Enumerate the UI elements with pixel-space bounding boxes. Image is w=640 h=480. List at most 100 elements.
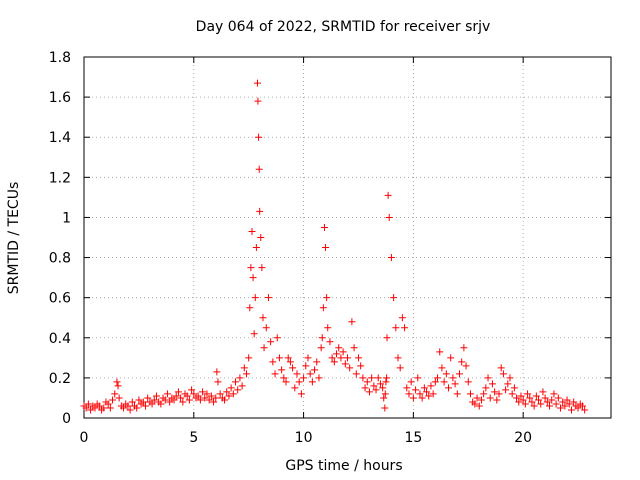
data-point bbox=[480, 390, 488, 398]
data-point bbox=[157, 400, 165, 408]
x-tick-label: 15 bbox=[404, 430, 422, 446]
data-point bbox=[381, 404, 389, 412]
data-point bbox=[475, 402, 483, 410]
data-point bbox=[466, 390, 474, 398]
data-point bbox=[550, 390, 558, 398]
data-point bbox=[344, 354, 351, 362]
data-point bbox=[240, 364, 248, 372]
data-point bbox=[315, 374, 323, 382]
data-point bbox=[246, 304, 254, 312]
data-point bbox=[205, 396, 213, 404]
y-tick-label: 1 bbox=[62, 210, 71, 226]
y-tick-label: 0 bbox=[62, 411, 71, 427]
data-point bbox=[365, 388, 373, 396]
data-point bbox=[554, 394, 562, 402]
x-tick-label: 20 bbox=[514, 430, 532, 446]
data-point bbox=[210, 398, 218, 406]
data-point bbox=[328, 354, 336, 362]
data-point bbox=[221, 396, 229, 404]
data-point bbox=[300, 374, 308, 382]
data-point bbox=[229, 390, 237, 398]
data-point bbox=[179, 398, 187, 406]
data-point bbox=[84, 400, 92, 408]
data-point bbox=[526, 394, 534, 402]
data-point bbox=[106, 404, 114, 412]
data-point bbox=[318, 334, 326, 342]
data-point bbox=[357, 362, 365, 370]
data-point bbox=[565, 400, 573, 408]
data-point bbox=[543, 398, 551, 406]
chart-title: Day 064 of 2022, SRMTID for receiver srj… bbox=[196, 19, 491, 35]
data-point bbox=[308, 378, 316, 386]
data-point bbox=[234, 386, 242, 394]
data-point bbox=[262, 324, 270, 332]
data-point bbox=[114, 382, 122, 390]
data-point bbox=[141, 402, 149, 410]
data-point bbox=[113, 378, 121, 386]
data-point bbox=[225, 392, 233, 400]
data-point bbox=[506, 374, 514, 382]
y-tick-label: 1.8 bbox=[49, 50, 71, 66]
data-point bbox=[354, 354, 362, 362]
data-point bbox=[295, 378, 303, 386]
data-point bbox=[519, 396, 527, 404]
data-point bbox=[144, 394, 152, 402]
data-point bbox=[425, 392, 433, 400]
data-point bbox=[115, 394, 123, 402]
data-point bbox=[382, 378, 390, 386]
data-point bbox=[245, 354, 253, 362]
data-point bbox=[436, 348, 444, 356]
data-point bbox=[252, 244, 260, 252]
data-point bbox=[403, 384, 411, 392]
data-point bbox=[319, 304, 327, 312]
data-point bbox=[532, 392, 540, 400]
data-point bbox=[177, 394, 185, 402]
data-point bbox=[317, 344, 325, 352]
data-point bbox=[185, 396, 193, 404]
data-points bbox=[80, 79, 589, 414]
data-point bbox=[517, 392, 525, 400]
data-point bbox=[275, 354, 283, 362]
data-point bbox=[460, 344, 468, 352]
data-point bbox=[238, 382, 246, 390]
data-point bbox=[352, 370, 360, 378]
data-point bbox=[462, 362, 470, 370]
data-point bbox=[464, 378, 472, 386]
data-point bbox=[574, 404, 582, 412]
data-point bbox=[214, 378, 222, 386]
data-point bbox=[559, 398, 567, 406]
data-point bbox=[190, 390, 198, 398]
data-point bbox=[567, 406, 575, 414]
data-point bbox=[104, 400, 112, 408]
data-point bbox=[407, 378, 415, 386]
data-point bbox=[431, 378, 439, 386]
data-point bbox=[429, 390, 437, 398]
data-point bbox=[458, 358, 466, 366]
data-point bbox=[513, 394, 521, 402]
data-point bbox=[508, 390, 516, 398]
data-point bbox=[383, 374, 391, 382]
data-point bbox=[394, 354, 402, 362]
data-point bbox=[139, 398, 147, 406]
x-tick-label: 5 bbox=[189, 430, 198, 446]
data-point bbox=[398, 314, 406, 322]
y-tick-label: 0.2 bbox=[49, 371, 71, 387]
data-point bbox=[335, 344, 343, 352]
data-point bbox=[232, 378, 240, 386]
data-point bbox=[412, 386, 420, 394]
data-point bbox=[111, 390, 119, 398]
data-point bbox=[247, 264, 255, 272]
y-tick-label: 1.6 bbox=[49, 90, 71, 106]
data-point bbox=[548, 396, 556, 404]
data-point bbox=[541, 394, 549, 402]
data-point bbox=[385, 213, 393, 221]
data-point bbox=[546, 402, 554, 410]
data-point bbox=[537, 400, 545, 408]
plot-area-border bbox=[83, 56, 612, 419]
data-point bbox=[326, 338, 334, 346]
data-point bbox=[278, 366, 286, 374]
data-point bbox=[183, 392, 191, 400]
data-point bbox=[414, 374, 422, 382]
data-point bbox=[486, 394, 494, 402]
data-point bbox=[401, 324, 409, 332]
